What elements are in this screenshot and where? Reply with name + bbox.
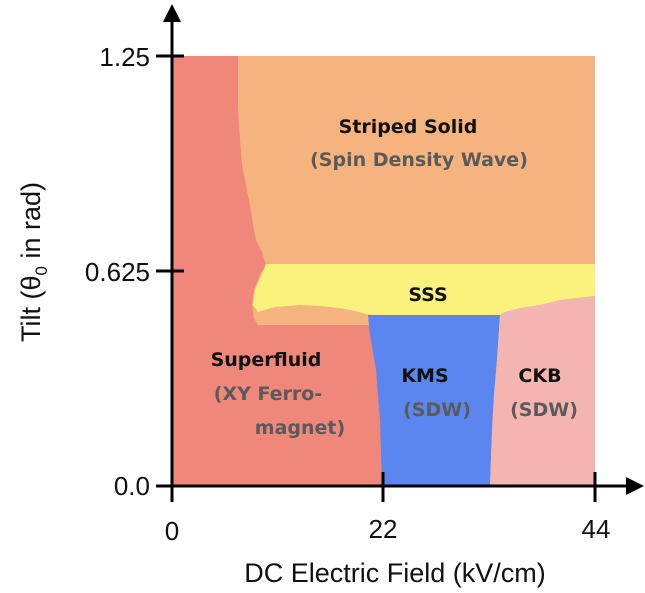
x-tick-label: 44 xyxy=(582,514,611,544)
label-superfluid-sub1: (XY Ferro- xyxy=(214,383,322,405)
region-ckb xyxy=(490,296,595,486)
label-striped-solid: Striped Solid xyxy=(339,116,478,138)
x-axis-title: DC Electric Field (kV/cm) xyxy=(244,558,546,588)
x-tick-label: 0 xyxy=(165,516,179,546)
y-axis-title: Tilt (θ0 in rad) xyxy=(16,182,51,342)
label-ckb-sub: (SDW) xyxy=(510,399,578,421)
label-superfluid-sub2: magnet) xyxy=(255,417,345,439)
x-tick-label: 22 xyxy=(369,514,398,544)
y-tick-label: 0.625 xyxy=(85,257,150,287)
label-kms: KMS xyxy=(401,365,448,387)
x-axis xyxy=(160,477,644,495)
region-superfluid xyxy=(172,56,382,486)
region-sss xyxy=(253,264,595,315)
region-kms xyxy=(368,315,500,486)
label-striped-solid-sub: (Spin Density Wave) xyxy=(310,149,528,171)
label-sss: SSS xyxy=(408,284,447,306)
label-superfluid: Superfluid xyxy=(211,349,322,371)
label-kms-sub: (SDW) xyxy=(403,399,471,421)
y-tick-label: 0.0 xyxy=(114,471,150,501)
y-tick-label: 1.25 xyxy=(99,42,150,72)
y-axis xyxy=(163,4,181,492)
label-ckb: CKB xyxy=(518,365,561,387)
